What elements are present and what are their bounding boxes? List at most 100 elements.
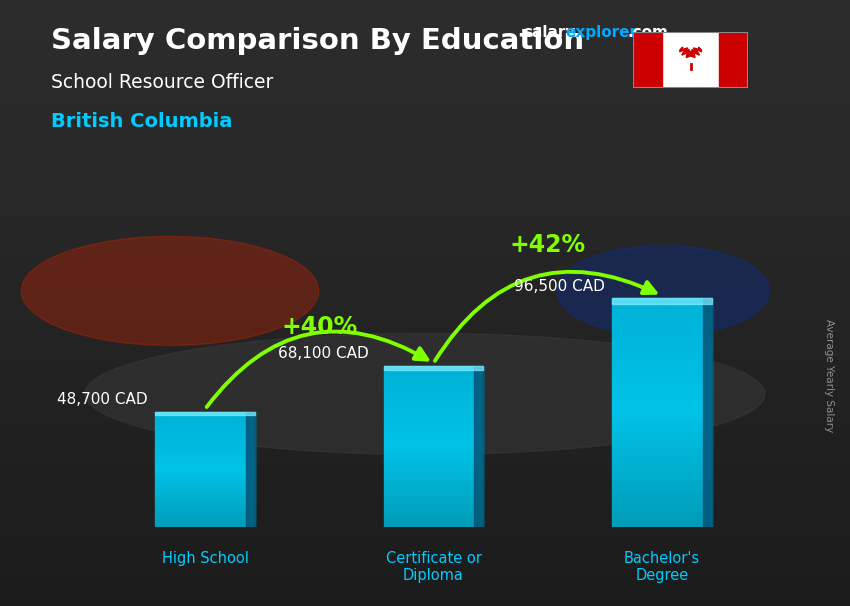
Bar — [155, 507, 255, 510]
Bar — [383, 495, 484, 499]
Bar — [246, 411, 255, 527]
Bar — [155, 519, 255, 521]
Text: Average Yearly Salary: Average Yearly Salary — [824, 319, 834, 432]
Bar — [155, 493, 255, 496]
Bar — [383, 491, 484, 495]
Bar — [155, 501, 255, 504]
Bar — [612, 464, 712, 470]
Text: 96,500 CAD: 96,500 CAD — [514, 279, 605, 294]
Bar — [155, 435, 255, 438]
Bar — [155, 444, 255, 446]
Bar — [383, 523, 484, 527]
Bar — [612, 390, 712, 396]
Bar — [155, 516, 255, 519]
Text: School Resource Officer: School Resource Officer — [51, 73, 274, 92]
Ellipse shape — [85, 333, 765, 454]
Bar — [612, 338, 712, 344]
Bar — [155, 423, 255, 426]
Bar — [383, 370, 484, 374]
Bar — [383, 418, 484, 422]
Bar — [383, 382, 484, 386]
Bar — [612, 298, 712, 304]
Bar — [612, 499, 712, 504]
Bar — [383, 450, 484, 454]
Text: British Columbia: British Columbia — [51, 112, 232, 131]
Bar — [612, 447, 712, 453]
Text: Bachelor's
Degree: Bachelor's Degree — [624, 551, 700, 584]
Text: 68,100 CAD: 68,100 CAD — [279, 346, 369, 361]
Bar — [383, 454, 484, 459]
Bar — [383, 474, 484, 479]
Bar — [612, 441, 712, 447]
Bar — [383, 487, 484, 491]
Bar — [155, 411, 255, 415]
Bar — [703, 298, 712, 527]
Bar — [155, 478, 255, 481]
Bar — [155, 441, 255, 444]
Bar — [612, 333, 712, 338]
Bar — [719, 32, 748, 88]
Text: Certificate or
Diploma: Certificate or Diploma — [386, 551, 481, 584]
Bar — [612, 430, 712, 436]
Ellipse shape — [21, 236, 319, 345]
Bar — [612, 315, 712, 321]
Bar — [155, 521, 255, 524]
Bar — [383, 410, 484, 414]
Bar — [612, 516, 712, 522]
Bar — [383, 511, 484, 515]
Bar — [383, 471, 484, 474]
Bar — [155, 411, 255, 415]
FancyArrowPatch shape — [207, 331, 428, 407]
Bar — [612, 522, 712, 527]
Bar — [155, 449, 255, 452]
Bar — [383, 365, 484, 370]
Bar — [612, 310, 712, 315]
Bar — [383, 398, 484, 402]
Bar — [155, 498, 255, 501]
Bar — [383, 422, 484, 426]
Bar — [155, 426, 255, 429]
Bar — [612, 384, 712, 390]
Bar — [383, 503, 484, 507]
Text: High School: High School — [162, 551, 248, 566]
Bar — [383, 459, 484, 462]
Bar — [383, 435, 484, 438]
Bar — [612, 413, 712, 418]
FancyArrowPatch shape — [435, 271, 655, 361]
Text: +42%: +42% — [510, 233, 586, 257]
Bar — [383, 519, 484, 523]
Bar — [612, 321, 712, 327]
Bar — [155, 438, 255, 441]
Bar — [155, 472, 255, 475]
Bar — [155, 461, 255, 464]
Bar — [155, 415, 255, 418]
Bar — [383, 374, 484, 378]
Bar — [155, 475, 255, 478]
Text: salary: salary — [523, 25, 575, 41]
Text: .com: .com — [627, 25, 668, 41]
Bar — [155, 481, 255, 484]
Bar — [612, 453, 712, 459]
Bar — [612, 378, 712, 384]
Bar — [383, 386, 484, 390]
Bar — [612, 459, 712, 464]
Bar — [155, 429, 255, 432]
Bar — [612, 350, 712, 356]
Bar — [155, 484, 255, 487]
Bar — [155, 467, 255, 470]
Bar — [612, 493, 712, 499]
Bar — [383, 426, 484, 430]
Text: Salary Comparison By Education: Salary Comparison By Education — [51, 27, 584, 55]
Bar — [383, 447, 484, 450]
Bar — [383, 378, 484, 382]
Bar — [612, 424, 712, 430]
Bar — [612, 327, 712, 333]
Bar — [383, 394, 484, 398]
Bar — [612, 476, 712, 481]
Bar — [155, 446, 255, 449]
Bar — [612, 396, 712, 401]
Bar — [383, 442, 484, 447]
Bar — [612, 504, 712, 510]
Bar — [383, 462, 484, 467]
Bar — [633, 32, 662, 88]
